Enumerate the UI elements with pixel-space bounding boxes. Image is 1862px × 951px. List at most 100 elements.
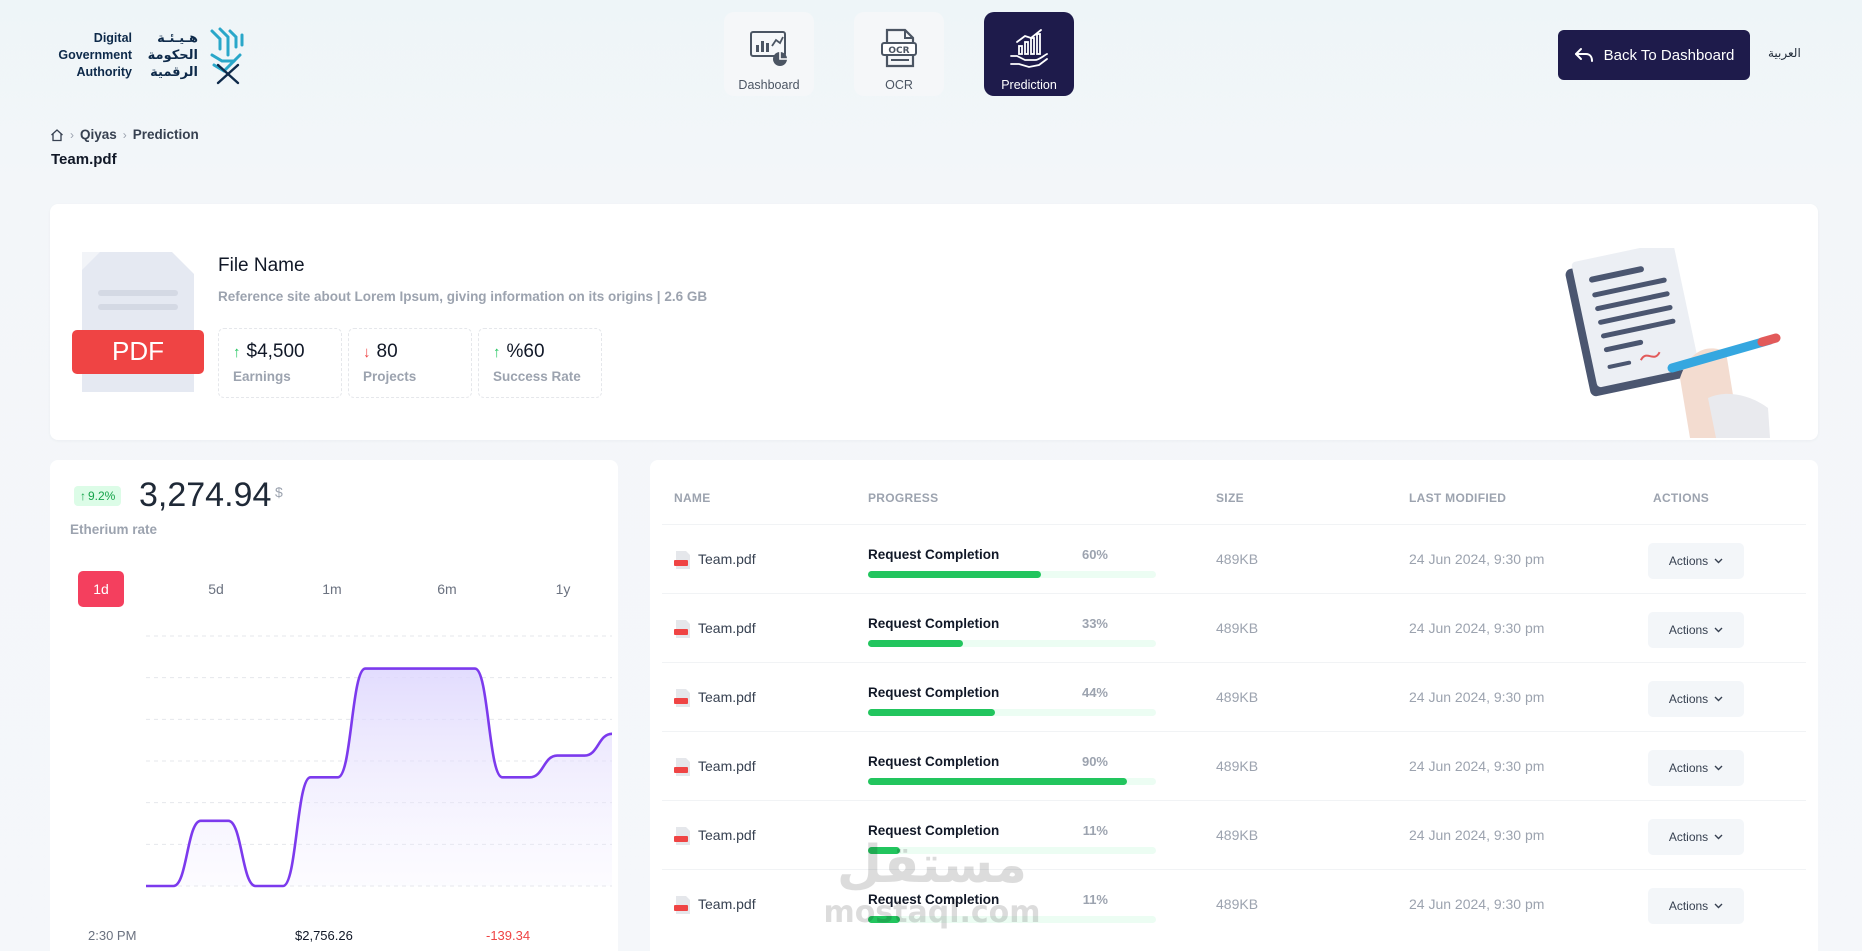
pdf-file-icon [674,551,690,569]
logo-text-english: Digital Government Authority [50,30,132,81]
rate-label: Etherium rate [70,522,158,537]
progress-percent: 90% [1081,754,1108,769]
chart-line [145,667,613,888]
tab-ocr-label: OCR [885,78,913,92]
chevron-down-icon [1714,765,1723,771]
pdf-file-icon [674,896,690,914]
logo-line-authority: Authority [76,64,132,79]
progress-percent: 44% [1081,685,1108,700]
chart-footer-time: 2:30 PM [88,928,137,943]
svg-text:OCR: OCR [888,46,909,56]
progress-bar-fill [868,847,900,854]
chevron-right-icon: › [122,127,127,142]
stat-success-value: %60 [506,341,545,362]
file-size-cell: 489KB [1216,620,1259,636]
chevron-down-icon [1714,696,1723,702]
main-nav-tabs: Dashboard OCR OCR [724,12,1074,96]
table-row[interactable]: Team.pdf Request Completion 33% 489KB 24… [662,593,1806,662]
file-name-cell[interactable]: Team.pdf [698,896,756,912]
tab-dashboard-label: Dashboard [738,78,800,92]
progress-label: Request Completion [868,892,1000,907]
chevron-down-icon [1714,558,1723,564]
progress-bar [868,640,1156,647]
progress-label: Request Completion [868,685,1000,700]
arrow-down-icon: ↓ [363,343,371,361]
file-size-cell: 489KB [1216,758,1259,774]
range-tab-6m[interactable]: 6m [437,581,457,597]
breadcrumb-item-qiyas[interactable]: Qiyas [80,127,117,142]
chart-footer-change: -139.34 [486,928,531,943]
col-header-size[interactable]: SIZE [1216,491,1244,505]
range-tab-1d[interactable]: 1d [78,571,124,607]
home-icon[interactable] [50,128,64,142]
actions-dropdown-button[interactable]: Actions [1648,750,1744,786]
actions-dropdown-button[interactable]: Actions [1648,888,1744,924]
language-switch-link[interactable]: العربية [1768,46,1801,60]
progress-bar [868,778,1156,785]
actions-label: Actions [1668,899,1709,913]
chevron-down-icon [1714,834,1723,840]
file-name-cell[interactable]: Team.pdf [698,758,756,774]
arrow-up-icon: ↑ [233,343,241,361]
logo-line-ar-2: الحكومة [147,47,198,63]
prediction-hand-chart-icon [1010,29,1048,68]
file-name-cell[interactable]: Team.pdf [698,620,756,636]
file-name-cell[interactable]: Team.pdf [698,689,756,705]
progress-bar [868,847,1156,854]
actions-dropdown-button[interactable]: Actions [1648,681,1744,717]
progress-label: Request Completion [868,754,1000,769]
rate-value: 3,274.94 [139,476,272,514]
back-to-dashboard-label: Back To Dashboard [1603,46,1735,64]
table-row[interactable]: Team.pdf Request Completion 11% 489KB 24… [662,800,1806,869]
top-header: Digital Government Authority هـيـئـة الح… [0,0,1862,105]
last-modified-cell: 24 Jun 2024, 9:30 pm [1409,758,1545,774]
stat-earnings-label: Earnings [233,369,291,384]
tab-dashboard[interactable]: Dashboard [724,12,814,96]
table-row[interactable]: Team.pdf Request Completion 90% 489KB 24… [662,731,1806,800]
table-row[interactable]: Team.pdf Request Completion 44% 489KB 24… [662,662,1806,731]
range-tab-5d[interactable]: 5d [208,581,224,597]
dashboard-chart-icon [750,31,787,66]
file-size-cell: 489KB [1216,689,1259,705]
table-row[interactable]: Team.pdf Request Completion 11% 489KB 24… [662,869,1806,938]
col-header-last-modified[interactable]: LAST MODIFIED [1409,491,1507,505]
back-to-dashboard-button[interactable]: Back To Dashboard [1558,30,1750,80]
breadcrumb: › Qiyas › Prediction [50,127,199,142]
actions-label: Actions [1668,692,1709,706]
pdf-file-icon [674,620,690,638]
actions-dropdown-button[interactable]: Actions [1648,819,1744,855]
pdf-file-icon [674,827,690,845]
breadcrumb-item-prediction[interactable]: Prediction [132,127,199,142]
arrow-up-icon: ↑ [80,489,86,503]
tab-prediction[interactable]: Prediction [984,12,1074,96]
actions-dropdown-button[interactable]: Actions [1648,543,1744,579]
tab-ocr[interactable]: OCR OCR [854,12,944,96]
col-header-actions: ACTIONS [1653,491,1710,505]
col-header-name[interactable]: NAME [674,491,711,505]
time-range-tabs: 1d 5d 1m 6m 1y [78,571,592,607]
file-name-cell[interactable]: Team.pdf [698,827,756,843]
file-size-cell: 489KB [1216,551,1259,567]
actions-dropdown-button[interactable]: Actions [1648,612,1744,648]
table-row[interactable]: Team.pdf Request Completion 60% 489KB 24… [662,524,1806,593]
progress-bar [868,916,1156,923]
chart-footer-price: $2,756.26 [295,928,353,943]
range-tab-1y[interactable]: 1y [555,581,571,597]
file-info-card: PDF File Name Reference site about Lorem… [50,204,1818,440]
last-modified-cell: 24 Jun 2024, 9:30 pm [1409,896,1545,912]
progress-percent: 11% [1082,892,1108,907]
rate-change-badge: ↑ 9.2% [74,486,122,506]
range-tab-1m[interactable]: 1m [322,581,342,597]
progress-bar-fill [868,709,995,716]
file-name-cell[interactable]: Team.pdf [698,551,756,567]
col-header-progress[interactable]: PROGRESS [868,491,939,505]
logo-line-government: Government [58,47,132,62]
file-name: File Name [218,255,305,276]
stat-earnings: ↑ $4,500 Earnings [218,328,342,398]
chevron-right-icon: › [70,127,74,142]
last-modified-cell: 24 Jun 2024, 9:30 pm [1409,551,1545,567]
dga-logo[interactable]: Digital Government Authority هـيـئـة الح… [50,22,250,88]
last-modified-cell: 24 Jun 2024, 9:30 pm [1409,827,1545,843]
progress-bar-fill [868,916,900,923]
arrow-up-icon: ↑ [493,343,501,361]
